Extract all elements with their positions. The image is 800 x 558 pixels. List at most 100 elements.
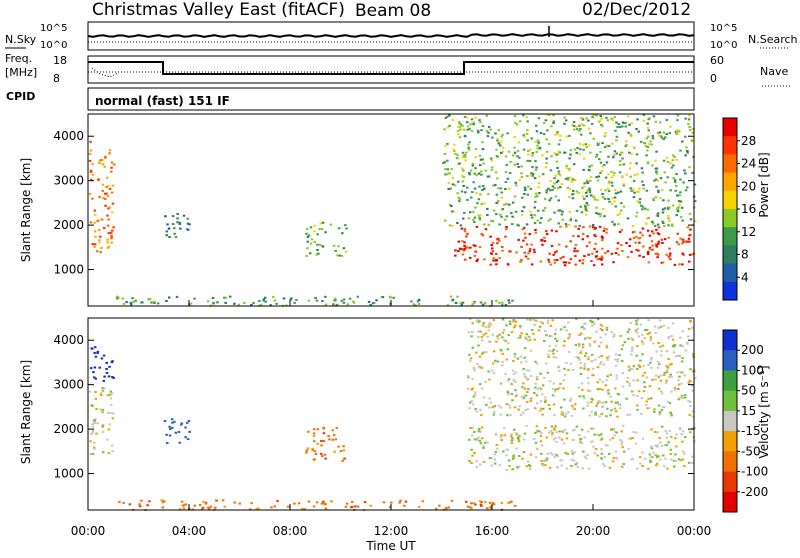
power-cell	[597, 212, 600, 215]
power-cell	[471, 191, 474, 194]
power-cell	[579, 205, 582, 208]
velocity-cell	[526, 408, 530, 411]
velocity-cell	[601, 380, 604, 383]
power-cell	[601, 193, 604, 195]
power-cell	[473, 221, 476, 224]
power-cell	[583, 197, 586, 200]
power-cell	[165, 230, 168, 233]
power-cell	[522, 227, 526, 230]
velocity-cell	[605, 346, 609, 349]
power-cell	[615, 139, 618, 142]
power-cell	[508, 203, 511, 206]
power-cell	[521, 210, 524, 213]
velocity-cell	[579, 437, 583, 440]
velocity-cell	[572, 429, 575, 432]
power-cell	[463, 258, 467, 261]
velocity-cell	[580, 382, 584, 385]
power-cell	[648, 117, 651, 120]
velocity-cell	[574, 403, 577, 406]
velocity-cell	[604, 401, 608, 403]
velocity-cell	[567, 337, 570, 340]
power-cell	[466, 198, 469, 201]
xtick-label: 04:00	[172, 524, 207, 538]
power-cell	[593, 198, 597, 201]
power-cell	[461, 124, 464, 127]
velocity-cell	[665, 444, 668, 447]
velocity-cell	[626, 377, 630, 379]
power-cell	[456, 154, 459, 157]
power-cell	[630, 152, 633, 155]
velocity-cell	[617, 403, 621, 406]
velocity-cell	[676, 355, 679, 357]
velocity-cell	[565, 361, 568, 364]
velocity-cell	[110, 444, 114, 447]
velocity-cell	[471, 322, 474, 325]
velocity-cell	[598, 415, 601, 418]
velocity-cell	[623, 341, 627, 344]
power-cell	[680, 206, 684, 209]
velocity-cell	[694, 377, 697, 380]
velocity-cell	[578, 333, 581, 336]
velocity-cell	[94, 397, 98, 400]
velocity-cell	[545, 436, 548, 439]
power-cell	[588, 189, 592, 192]
velocity-cell	[417, 505, 421, 508]
power-cell	[526, 175, 529, 177]
velocity-cell	[575, 318, 578, 321]
velocity-cell	[605, 415, 608, 418]
velocity-cell	[489, 401, 493, 404]
velocity-cell	[634, 442, 638, 445]
power-cell	[340, 254, 344, 257]
power-cell	[646, 208, 650, 211]
power-cell	[661, 242, 664, 244]
power-cell	[489, 128, 492, 131]
power-cell	[586, 179, 589, 182]
velocity-cell	[605, 328, 609, 331]
power-cell	[653, 179, 656, 182]
velocity-cell	[501, 360, 504, 363]
power-cell	[465, 116, 469, 119]
power-cell	[578, 142, 582, 145]
xtick-label: 12:00	[374, 524, 409, 538]
power-cell	[467, 146, 470, 149]
velocity-cell	[507, 342, 510, 345]
power-cell	[647, 129, 651, 132]
velocity-cell	[576, 466, 580, 468]
velocity-cell	[95, 408, 98, 410]
power-cell	[105, 192, 108, 195]
velocity-cell	[161, 506, 164, 509]
power-cell	[554, 195, 558, 198]
velocity-cell	[238, 502, 241, 505]
power-cell	[314, 297, 317, 300]
velocity-cell	[691, 427, 694, 430]
power-cell	[568, 261, 571, 264]
velocity-cell	[342, 445, 345, 448]
velocity-cell	[649, 361, 652, 364]
power-cell	[489, 263, 492, 266]
velocity-cell	[683, 374, 687, 377]
power-cell	[537, 117, 541, 120]
velocity-cell	[645, 400, 648, 403]
power-cell	[587, 253, 590, 256]
velocity-cell	[563, 398, 566, 401]
velocity-cell	[645, 376, 649, 379]
velocity-cell	[94, 355, 98, 358]
power-cell	[481, 189, 484, 191]
velocity-cell	[665, 369, 669, 372]
power-cell	[447, 188, 450, 190]
velocity-cell	[480, 426, 484, 429]
power-cell	[639, 204, 643, 207]
power-cell	[646, 229, 650, 232]
power-cell	[464, 156, 467, 159]
velocity-cell	[583, 455, 587, 458]
power-cell	[481, 158, 484, 161]
power-cell	[509, 250, 512, 253]
power-cell	[542, 209, 545, 212]
velocity-cell	[605, 344, 608, 347]
velocity-cell	[512, 373, 516, 376]
velocity-cell	[636, 327, 640, 330]
velocity-cell	[553, 427, 556, 430]
noise-panel: N.Sky N.Search 10^5 10^0 10^5 10^0	[5, 21, 798, 51]
power-cell	[667, 214, 670, 217]
velocity-cell	[482, 446, 485, 449]
